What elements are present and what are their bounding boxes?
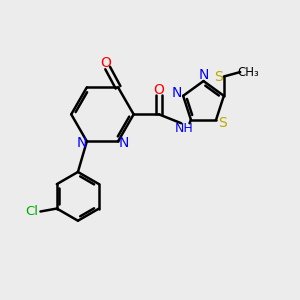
Text: N: N [172,86,182,100]
Text: O: O [101,56,112,70]
Text: S: S [218,116,227,130]
Text: CH₃: CH₃ [238,66,260,79]
Text: N: N [76,136,87,150]
Text: O: O [154,83,164,97]
Text: S: S [214,70,223,83]
Text: NH: NH [175,122,194,135]
Text: N: N [118,136,129,150]
Text: N: N [198,68,209,82]
Text: Cl: Cl [26,205,39,218]
